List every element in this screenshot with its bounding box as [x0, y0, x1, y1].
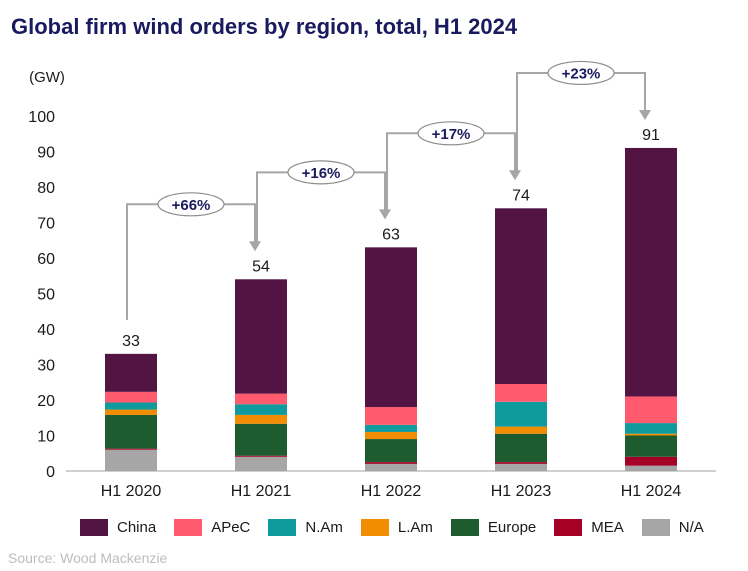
total-label: 33 [122, 333, 140, 350]
growth-arrowhead [639, 109, 651, 120]
bar-segment [105, 391, 157, 403]
growth-pill [417, 121, 485, 146]
legend-swatch [174, 519, 203, 536]
legend-label: L.Am [397, 519, 433, 536]
bar-segment [365, 247, 417, 408]
legend-swatch [554, 519, 583, 536]
bar-segment [625, 456, 677, 466]
bar-segment [235, 456, 287, 471]
legend-swatch [268, 519, 297, 536]
source-note: Source: Wood Mackenzie [8, 550, 168, 566]
bar-segment [235, 404, 287, 415]
growth-pill [157, 192, 225, 217]
legend-swatch [641, 519, 670, 536]
y-tick-label: 20 [37, 393, 55, 410]
bar-segment [105, 449, 157, 471]
legend-item: China [80, 519, 156, 536]
bar-segment [625, 465, 677, 471]
bar-segment [105, 414, 157, 449]
y-axis-label: (GW) [29, 69, 65, 86]
bar-segment [625, 396, 677, 424]
x-tick-label: H1 2021 [231, 483, 292, 500]
x-tick-label: H1 2022 [361, 483, 422, 500]
legend-label: MEA [591, 519, 624, 536]
y-tick-label: 60 [37, 251, 55, 268]
growth-label: +17% [432, 126, 471, 143]
bar-segment [495, 462, 547, 464]
bar-segment [105, 402, 157, 410]
growth-label: +16% [302, 165, 341, 182]
bar-segment [625, 423, 677, 434]
y-tick-label: 30 [37, 358, 55, 375]
growth-annotations: +66% +16% +17% +23% [126, 60, 651, 320]
bar-segment [365, 439, 417, 463]
legend-item: N/A [641, 519, 704, 536]
legend-item: N.Am [268, 519, 343, 536]
legend-item: APeC [174, 519, 250, 536]
y-tick-label: 80 [37, 180, 55, 197]
total-label: 74 [512, 187, 530, 204]
legend-swatch [360, 519, 389, 536]
legend: China APeC N.Am L.Am Europe MEA N/A [80, 519, 722, 536]
y-tick-label: 10 [37, 429, 55, 446]
legend-label: China [117, 519, 157, 536]
bar-segment [365, 463, 417, 471]
legend-swatch [80, 519, 108, 536]
bar-segment [495, 433, 547, 463]
legend-item: L.Am [360, 519, 433, 536]
legend-label: N/A [678, 519, 704, 536]
bar-segment [495, 384, 547, 402]
x-tick-label: H1 2020 [101, 483, 162, 500]
growth-label: +66% [172, 197, 211, 214]
growth-arrowhead [379, 209, 391, 220]
growth-pill [287, 160, 355, 185]
bar-segment [105, 353, 157, 392]
y-tick-label: 100 [28, 109, 55, 126]
total-label: 63 [382, 226, 400, 243]
growth-label: +23% [562, 65, 601, 82]
bar-segment [365, 462, 417, 464]
legend-item: Europe [450, 519, 537, 536]
y-tick-label: 90 [37, 145, 55, 162]
bar-segment [235, 455, 287, 457]
bar-segment [235, 279, 287, 394]
bar-segment [495, 463, 547, 471]
growth-arrowhead [509, 170, 521, 181]
y-tick-label: 50 [37, 287, 55, 304]
bar-segment [625, 433, 677, 436]
bar-segment [625, 147, 677, 397]
total-label: 91 [642, 127, 660, 144]
x-tick-label: H1 2024 [621, 483, 682, 500]
total-label: 54 [252, 258, 270, 275]
bar-segment [105, 409, 157, 415]
bar-segment [235, 423, 287, 456]
legend-item: MEA [554, 519, 624, 536]
x-tick-label: H1 2023 [491, 483, 552, 500]
bar-segment [365, 407, 417, 425]
bar-segment [495, 208, 547, 385]
legend-label: N.Am [305, 519, 343, 536]
growth-arrowhead [249, 241, 261, 252]
bar-segment [625, 435, 677, 457]
bar-segment [365, 431, 417, 440]
legend-swatch [450, 519, 479, 536]
chart-title: Global firm wind orders by region, total… [11, 14, 518, 39]
axes: (GW) 0 10 20 30 40 50 60 70 80 90 100 H1 2020 H1 2021… [28, 69, 716, 500]
bar-segment [365, 424, 417, 432]
bar-segment [235, 393, 287, 405]
bar-segment [495, 401, 547, 427]
bar-segment [105, 448, 157, 450]
bars: 33 54 63 74 91 [105, 127, 677, 471]
legend-label: APeC [211, 519, 251, 536]
bar-segment [495, 426, 547, 434]
growth-pill [547, 60, 615, 86]
bar-segment [235, 414, 287, 424]
y-tick-label: 40 [37, 322, 55, 339]
y-tick-label: 70 [37, 216, 55, 233]
y-tick-label: 0 [46, 464, 55, 481]
legend-label: Europe [487, 519, 537, 536]
